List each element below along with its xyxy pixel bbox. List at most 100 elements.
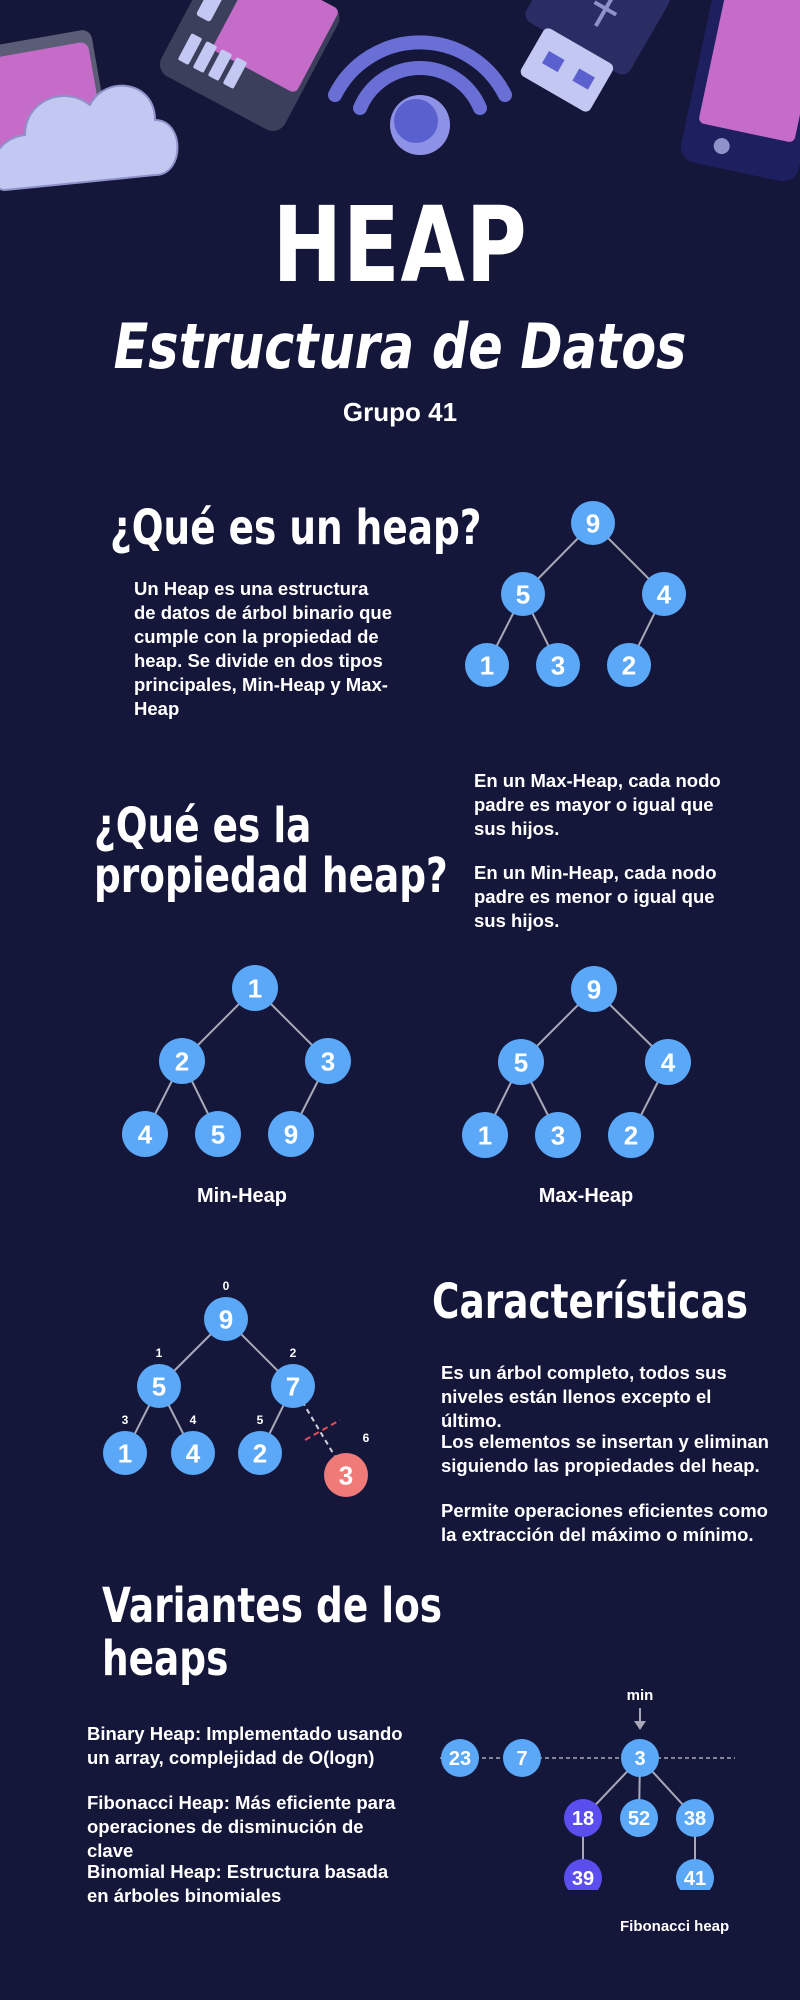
tree-node-label: 7 — [516, 1748, 527, 1770]
tree-node-label: 9 — [219, 1304, 233, 1334]
tree-node-label: 3 — [551, 1120, 565, 1150]
heading-features: Características — [432, 1274, 749, 1330]
sd-card-icon — [159, 0, 340, 131]
tree-node-label: 18 — [572, 1808, 594, 1830]
heading-variants-2: heaps — [102, 1631, 229, 1687]
tree-node-label: 7 — [286, 1371, 300, 1401]
cloud-icon — [0, 84, 179, 192]
tree-node — [171, 1431, 215, 1475]
tree-node-label: 41 — [684, 1868, 706, 1890]
tree-node-label: 3 — [551, 650, 565, 680]
tree-node-label: 2 — [253, 1438, 267, 1468]
tree-node — [571, 966, 617, 1012]
tree-node-label: 9 — [284, 1119, 298, 1149]
max-heap-caption: Max-Heap — [538, 1185, 634, 1207]
node-index-label: 3 — [122, 1413, 129, 1427]
wifi-icon — [328, 35, 512, 155]
node-index-label: 1 — [156, 1346, 163, 1360]
tree-node-label: 4 — [657, 579, 672, 609]
header-decoration — [0, 0, 800, 192]
tree-node-label: 4 — [661, 1047, 676, 1077]
tree-node — [564, 1859, 602, 1890]
tree-node-label: 4 — [138, 1119, 153, 1149]
tree-fibonacci: min 23 7 3 18 52 38 39 41 — [440, 1687, 735, 1890]
tree-node-label: 23 — [449, 1748, 471, 1770]
tree-node — [324, 1453, 368, 1497]
tree-node — [501, 572, 545, 616]
heading-heap-property-2: propiedad heap? — [94, 848, 448, 904]
tree-node — [607, 643, 651, 687]
tree-node — [621, 1739, 659, 1777]
group-label: Grupo 41 — [342, 397, 458, 427]
tree-node-label: 1 — [480, 650, 494, 680]
tree-node — [137, 1364, 181, 1408]
tree-node — [535, 1112, 581, 1158]
tree-node-label: 5 — [516, 579, 530, 609]
tree-node-label: 3 — [634, 1748, 645, 1770]
tree-node — [465, 643, 509, 687]
tree-node-label: 3 — [321, 1046, 335, 1076]
tree-node-label: 5 — [514, 1047, 528, 1077]
fib-min-label: min — [627, 1687, 654, 1704]
tree-node — [204, 1297, 248, 1341]
node-index-label: 2 — [290, 1346, 297, 1360]
variant-item: Fibonacci Heap: Más eficiente para opera… — [87, 1792, 396, 1861]
tree-node — [441, 1739, 479, 1777]
tree-node-label: 3 — [339, 1460, 353, 1490]
tree-node — [462, 1112, 508, 1158]
node-index-label: 0 — [223, 1279, 230, 1293]
usb-drive-icon — [520, 0, 670, 112]
heading-variants-1: Variantes de los — [102, 1578, 443, 1634]
feature-item: Es un árbol completo, todos sus niveles … — [441, 1362, 727, 1431]
heading-heap-property-1: ¿Qué es la — [94, 798, 312, 854]
node-index-label: 6 — [363, 1431, 370, 1445]
tree-node-label: 39 — [572, 1868, 594, 1890]
page-subtitle: Estructura de Datos — [113, 310, 687, 383]
tree-node — [103, 1431, 147, 1475]
tree-node — [645, 1039, 691, 1085]
tree-node-label: 1 — [248, 973, 262, 1003]
tree-node-label: 5 — [152, 1371, 166, 1401]
heading-what-is-heap: ¿Qué es un heap? — [110, 500, 482, 556]
variant-item: Binomial Heap: Estructura basada en árbo… — [87, 1861, 389, 1906]
fib-caption: Fibonacci heap — [620, 1918, 730, 1935]
phone-icon — [680, 0, 800, 182]
tree-node-label: 2 — [175, 1046, 189, 1076]
node-index-label: 4 — [190, 1413, 197, 1427]
tree-node — [122, 1111, 168, 1157]
min-heap-definition: En un Min-Heap, cada nodo padre es menor… — [474, 862, 717, 931]
tree-node — [195, 1111, 241, 1157]
tree-node — [159, 1038, 205, 1084]
tree-node-label: 2 — [622, 650, 636, 680]
tree-node — [571, 501, 615, 545]
tree-node — [676, 1799, 714, 1837]
tree-node — [503, 1739, 541, 1777]
max-heap-definition: En un Max-Heap, cada nodo padre es mayor… — [474, 770, 721, 839]
tree-node — [238, 1431, 282, 1475]
tree-node-label: 1 — [478, 1120, 492, 1150]
tree-intro: 9 5 4 1 3 2 — [465, 501, 686, 687]
tree-node-label: 38 — [684, 1808, 706, 1830]
page-title: HEAP — [272, 184, 528, 306]
tree-node — [642, 572, 686, 616]
tree-node-label: 1 — [118, 1438, 132, 1468]
tree-array-index: 0 1 2 3 4 5 6 9 5 7 1 4 2 3 — [103, 1279, 370, 1497]
tree-node-label: 52 — [628, 1808, 650, 1830]
node-index-label: 5 — [257, 1413, 264, 1427]
variant-item: Binary Heap: Implementado usando un arra… — [87, 1723, 403, 1768]
tree-min-heap: 1 2 3 4 5 9 — [122, 965, 351, 1157]
tree-node — [536, 643, 580, 687]
tree-node-label: 2 — [624, 1120, 638, 1150]
tree-node — [268, 1111, 314, 1157]
tree-node-label: 4 — [186, 1438, 201, 1468]
tree-max-heap: 9 5 4 1 3 2 — [462, 966, 691, 1158]
tree-node-label: 5 — [211, 1119, 225, 1149]
tree-node — [564, 1799, 602, 1837]
tree-node — [498, 1039, 544, 1085]
tree-node — [608, 1112, 654, 1158]
feature-item: Los elementos se insertan y eliminan sig… — [441, 1431, 769, 1476]
what-is-heap-text: Un Heap es una estructura de datos de ár… — [134, 578, 393, 719]
tree-node — [620, 1799, 658, 1837]
tree-node — [305, 1038, 351, 1084]
tree-node — [676, 1859, 714, 1890]
